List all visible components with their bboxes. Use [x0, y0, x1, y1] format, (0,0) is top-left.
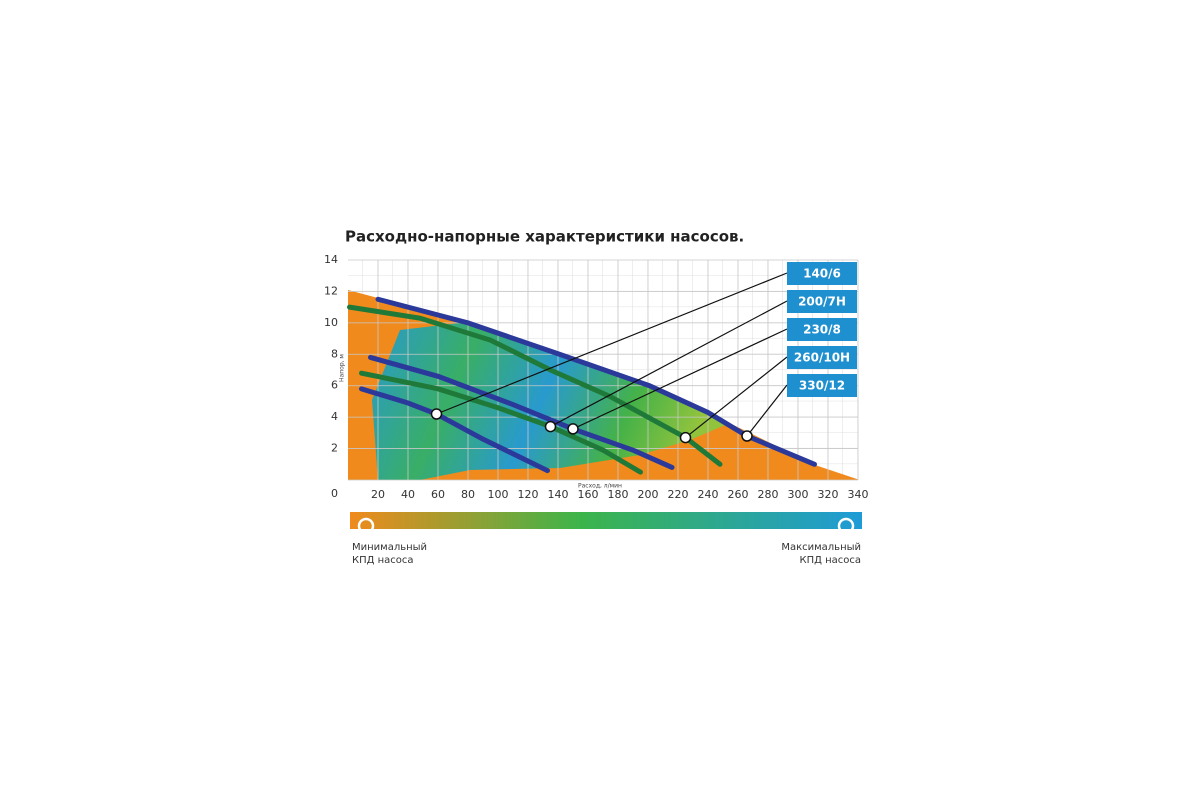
- x-tick-label: 20: [371, 488, 385, 501]
- legend-box: [787, 374, 857, 397]
- y-tick-label: 6: [331, 379, 338, 392]
- min-label: КПД насоса: [352, 555, 414, 566]
- leader-line: [436, 272, 788, 415]
- y-axis-label: Напор, м: [339, 354, 346, 382]
- y-tick-label: 12: [324, 284, 338, 297]
- y-tick-label: 4: [331, 410, 338, 423]
- legend-label: 330/12: [799, 379, 845, 393]
- x-tick-label: 160: [578, 488, 599, 501]
- x-tick-label: 340: [848, 488, 869, 501]
- legend-label: 140/6: [803, 267, 841, 281]
- x-tick-label: 140: [548, 488, 569, 501]
- y-tick-label: 8: [331, 347, 338, 360]
- x-tick-label: 280: [758, 488, 779, 501]
- operating-point: [741, 430, 753, 442]
- x-tick-label: 320: [818, 488, 839, 501]
- legend-box: [787, 290, 857, 313]
- legend-box: [787, 262, 857, 285]
- y-tick-label: 0: [331, 487, 338, 500]
- pump-curve: [347, 304, 723, 467]
- x-tick-label: 240: [698, 488, 719, 501]
- min-label: Минимальный: [352, 542, 427, 553]
- y-tick-label: 10: [324, 316, 338, 329]
- operating-point: [430, 408, 443, 420]
- operating-point: [544, 420, 557, 433]
- y-tick-label: 14: [324, 253, 338, 266]
- leader-line: [572, 328, 788, 430]
- x-tick-label: 200: [638, 488, 659, 501]
- legend-label: 230/8: [803, 323, 841, 337]
- operating-point: [567, 423, 579, 435]
- x-tick-label: 120: [518, 488, 539, 501]
- legend-label: 260/10H: [794, 351, 850, 365]
- leader-line: [746, 384, 788, 437]
- legend-box: [787, 346, 857, 369]
- x-tick-label: 260: [728, 488, 749, 501]
- efficiency-high: [372, 322, 730, 480]
- max-label: Максимальный: [781, 542, 861, 553]
- colorbar-min: [357, 517, 375, 535]
- colorbar-max: [837, 517, 855, 535]
- x-tick-label: 40: [401, 488, 415, 501]
- pump-curve: [368, 354, 675, 470]
- leader-line: [685, 356, 788, 439]
- legend-box: [787, 318, 857, 341]
- x-tick-label: 100: [488, 488, 509, 501]
- operating-point: [679, 431, 692, 444]
- y-tick-label: 2: [331, 442, 338, 455]
- leader-line: [550, 300, 788, 428]
- chart-title: Расходно-напорные характеристики насосов…: [345, 228, 744, 246]
- pump-curve: [359, 370, 643, 475]
- max-label: КПД насоса: [799, 555, 861, 566]
- x-tick-label: 80: [461, 488, 475, 501]
- x-tick-label: 180: [608, 488, 629, 501]
- x-tick-label: 300: [788, 488, 809, 501]
- x-axis-label: Расход, л/мин: [578, 483, 622, 490]
- colorbar: [350, 512, 862, 529]
- x-tick-label: 220: [668, 488, 689, 501]
- x-tick-label: 60: [431, 488, 445, 501]
- legend-label: 200/7H: [798, 295, 846, 309]
